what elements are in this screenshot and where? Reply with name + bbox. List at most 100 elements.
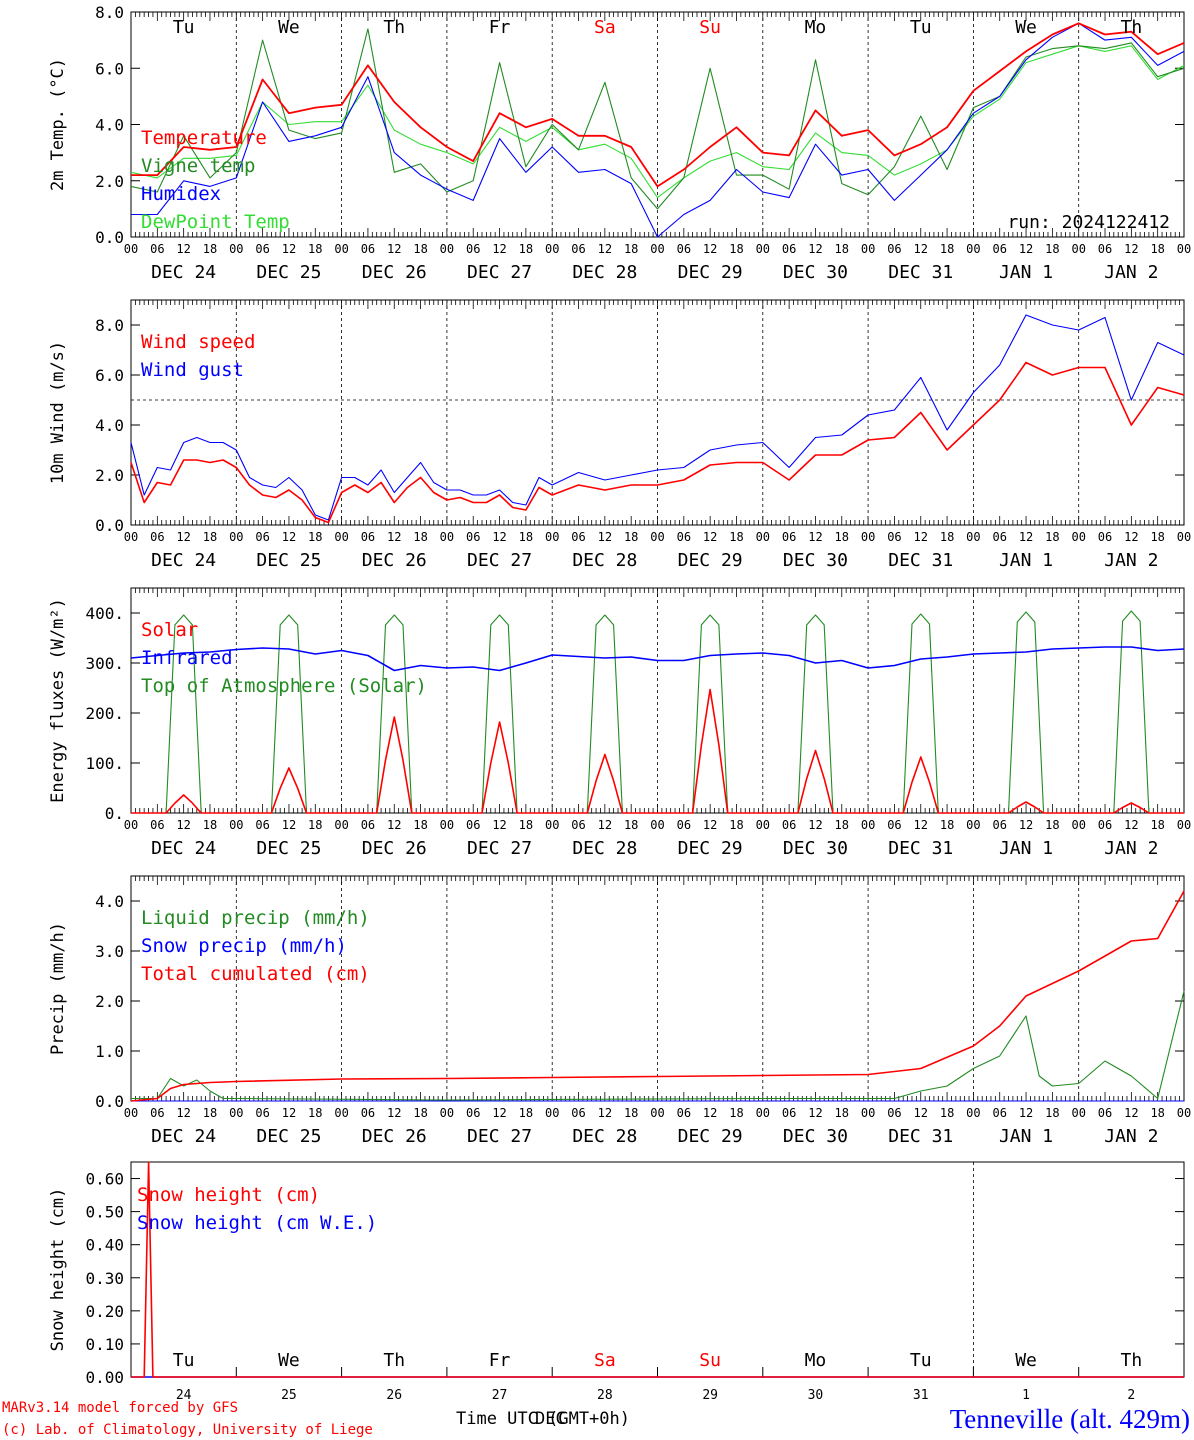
date-label: DEC 31 (888, 838, 953, 859)
hour-label: 06 (782, 530, 796, 544)
y-tick-label: 1.0 (95, 1042, 124, 1061)
hour-label: 12 (598, 242, 612, 256)
hour-label: 06 (571, 818, 585, 832)
hour-label: 12 (282, 818, 296, 832)
y-tick-label: 0.40 (85, 1236, 124, 1255)
hour-label: 12 (282, 530, 296, 544)
hour-label: 06 (992, 242, 1006, 256)
hour-label: 00 (650, 530, 664, 544)
legend-entry: Vigne temp (141, 155, 255, 177)
hour-label: 00 (545, 818, 559, 832)
solar-day-curve (236, 767, 342, 814)
day-name-label: We (278, 1350, 300, 1371)
hour-label: 12 (492, 818, 506, 832)
hour-label: 00 (1177, 530, 1191, 544)
hour-label: 06 (992, 1106, 1006, 1120)
y-tick-label: 2.0 (95, 992, 124, 1011)
legend-entry: Wind gust (141, 359, 244, 381)
y-tick-label: 0.10 (85, 1335, 124, 1354)
station-name: Tenneville (alt. 429m) (950, 1404, 1190, 1434)
y-tick-label: 2.0 (95, 466, 124, 485)
hour-label: 18 (940, 242, 954, 256)
y-tick-label: 4.0 (95, 892, 124, 911)
hour-label: 00 (756, 1106, 770, 1120)
hour-label: 00 (861, 1106, 875, 1120)
hour-label: 12 (387, 1106, 401, 1120)
hour-label: 18 (413, 242, 427, 256)
hour-label: 00 (334, 1106, 348, 1120)
time-axis-label-overlay: DEC (535, 1409, 566, 1429)
y-axis-label: 2m Temp. (°C) (48, 58, 68, 191)
day-number-label: 30 (808, 1388, 824, 1403)
y-tick-label: 200. (85, 704, 124, 723)
hour-label: 00 (650, 242, 664, 256)
hour-label: 06 (1098, 530, 1112, 544)
hour-label: 06 (1098, 242, 1112, 256)
hour-label: 18 (1150, 1106, 1164, 1120)
hour-label: 06 (782, 242, 796, 256)
day-number-label: 25 (281, 1388, 297, 1403)
hour-label: 18 (1150, 242, 1164, 256)
plot-frame (130, 587, 1185, 814)
date-label: DEC 26 (362, 262, 427, 283)
date-label: DEC 31 (888, 1126, 953, 1147)
hour-label: 06 (887, 1106, 901, 1120)
legend-entry: Solar (141, 619, 198, 641)
hour-label: 06 (361, 818, 375, 832)
y-axis-label: Energy fluxes (W/m²) (48, 598, 68, 803)
hour-label: 00 (334, 530, 348, 544)
date-label: DEC 29 (678, 550, 743, 571)
hour-label: 12 (1124, 242, 1138, 256)
y-tick-label: 400. (85, 604, 124, 623)
hour-label: 12 (176, 530, 190, 544)
hour-label: 00 (124, 818, 138, 832)
hour-label: 00 (861, 818, 875, 832)
hour-label: 18 (1045, 242, 1059, 256)
hour-label: 06 (887, 242, 901, 256)
solar-day-curve (446, 721, 553, 814)
day-name-label: We (1015, 1350, 1037, 1371)
toa-solar-day-curve (657, 614, 763, 814)
day-number-label: 26 (386, 1388, 402, 1403)
hour-label: 06 (150, 242, 164, 256)
hour-label: 00 (229, 530, 243, 544)
hour-label: 12 (1019, 818, 1033, 832)
day-name-label: Sa (594, 1350, 616, 1371)
hour-label: 12 (492, 530, 506, 544)
wind-panel: 0.0 2.0 4.0 6.0 8.0 10m Wind (m/s) 00 06 12 18 DEC… (48, 299, 1191, 571)
date-label: DEC 29 (678, 1126, 743, 1147)
solar-day-curve (552, 753, 658, 814)
hour-label: 06 (782, 818, 796, 832)
hour-label: 06 (255, 818, 269, 832)
hour-label: 00 (545, 242, 559, 256)
toa-solar-day-curve (131, 614, 237, 814)
hour-label: 18 (519, 530, 533, 544)
y-tick-label: 0.0 (95, 228, 124, 247)
date-label: DEC 31 (888, 550, 953, 571)
hour-label: 18 (835, 1106, 849, 1120)
date-label: JAN 2 (1104, 838, 1158, 859)
legend-entry: Wind speed (141, 331, 255, 353)
date-label: DEC 25 (256, 550, 321, 571)
hour-label: 18 (1150, 818, 1164, 832)
toa-solar-day-curve (236, 614, 342, 814)
date-label: DEC 24 (151, 1126, 216, 1147)
date-label: JAN 1 (999, 1126, 1053, 1147)
date-label: JAN 1 (999, 838, 1053, 859)
hour-label: 18 (729, 818, 743, 832)
hour-label: 00 (545, 1106, 559, 1120)
legend-entry: Total cumulated (cm) (141, 963, 370, 985)
legend-entry: Infrared (141, 647, 233, 669)
hour-label: 00 (124, 530, 138, 544)
hour-label: 12 (492, 242, 506, 256)
hour-label: 06 (150, 1106, 164, 1120)
solar-day-curve (868, 756, 974, 814)
hour-label: 00 (966, 242, 980, 256)
day-name-label: Tu (173, 17, 195, 38)
series-line-wind-gust (130, 314, 1185, 521)
date-label: DEC 27 (467, 262, 532, 283)
hour-label: 06 (887, 530, 901, 544)
series-line-liquid-precip-mm-h- (131, 990, 1185, 1101)
date-label: JAN 2 (1104, 1126, 1158, 1147)
y-tick-label: 8.0 (95, 3, 124, 22)
